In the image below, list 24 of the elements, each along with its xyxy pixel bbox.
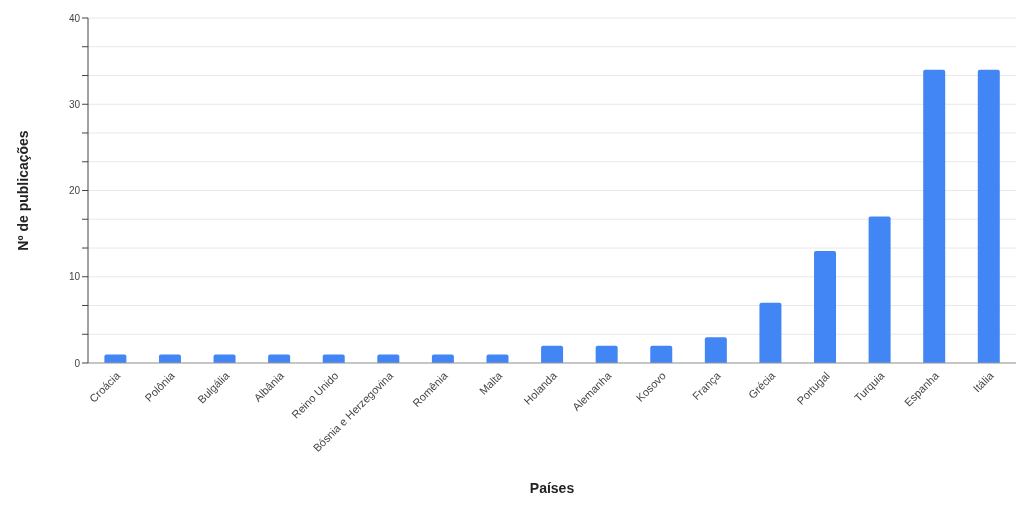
y-tick-label: 40 <box>68 12 81 24</box>
y-tick-label: 10 <box>68 271 81 283</box>
y-tick-label: 20 <box>68 185 81 197</box>
bar <box>104 354 127 363</box>
bar <box>704 337 727 363</box>
y-tick-label: 0 <box>74 357 81 369</box>
bar <box>377 354 400 363</box>
bar <box>213 354 236 363</box>
bar <box>322 354 345 363</box>
bar <box>595 345 618 363</box>
y-tick-label: 30 <box>68 98 81 110</box>
bar <box>923 69 946 363</box>
bar <box>268 354 291 363</box>
y-axis-title: Nº de publicações <box>14 130 31 251</box>
bar <box>158 354 181 363</box>
x-axis-title: Países <box>529 480 575 496</box>
bar <box>977 69 1000 363</box>
bar <box>814 250 837 363</box>
bar <box>486 354 509 363</box>
bar <box>759 302 782 363</box>
bar <box>868 216 891 363</box>
bar <box>541 345 564 363</box>
bar <box>650 345 673 363</box>
bar <box>431 354 454 363</box>
